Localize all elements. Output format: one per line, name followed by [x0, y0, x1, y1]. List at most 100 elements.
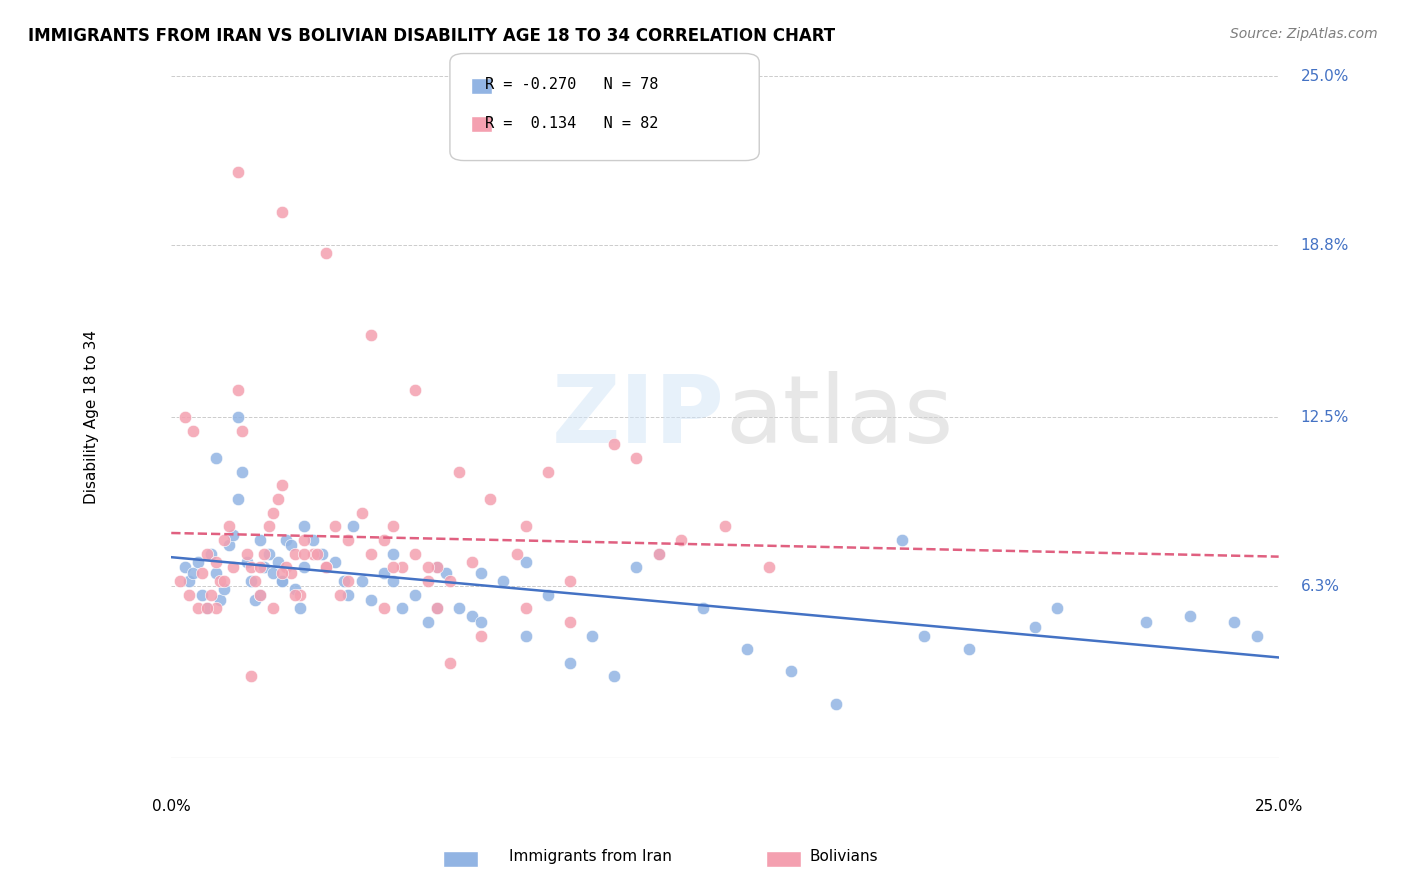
Point	[333, 574, 356, 588]
Point	[253, 547, 276, 561]
Text: IMMIGRANTS FROM IRAN VS BOLIVIAN DISABILITY AGE 18 TO 34 CORRELATION CHART: IMMIGRANTS FROM IRAN VS BOLIVIAN DISABIL…	[28, 27, 835, 45]
Point	[271, 566, 294, 580]
Text: Bolivians: Bolivians	[810, 849, 877, 863]
Point	[222, 560, 245, 574]
Point	[404, 547, 426, 561]
Point	[315, 560, 337, 574]
Text: 0.0%: 0.0%	[152, 799, 191, 814]
Point	[714, 519, 737, 533]
Point	[183, 566, 205, 580]
Point	[957, 642, 980, 657]
Point	[231, 424, 253, 438]
Point	[515, 519, 537, 533]
Point	[311, 547, 333, 561]
Point	[350, 506, 373, 520]
Point	[337, 533, 360, 547]
Text: ZIP: ZIP	[553, 371, 725, 463]
Point	[292, 533, 315, 547]
Point	[360, 547, 382, 561]
Point	[373, 601, 395, 615]
Point	[218, 519, 240, 533]
Point	[191, 566, 214, 580]
Point	[381, 560, 404, 574]
Point	[266, 491, 288, 506]
Point	[692, 601, 714, 615]
Point	[240, 574, 263, 588]
Point	[350, 574, 373, 588]
Point	[271, 478, 294, 492]
Point	[360, 593, 382, 607]
Point	[245, 593, 267, 607]
Point	[537, 588, 560, 602]
Point	[391, 601, 413, 615]
Point	[204, 566, 226, 580]
Point	[249, 533, 271, 547]
Point	[280, 539, 302, 553]
Point	[200, 547, 222, 561]
Point	[891, 533, 914, 547]
Point	[461, 609, 484, 624]
Point	[195, 547, 218, 561]
Point	[271, 205, 294, 219]
Point	[173, 410, 195, 425]
Point	[245, 574, 267, 588]
Point	[603, 437, 626, 451]
Point	[603, 669, 626, 683]
Point	[515, 628, 537, 642]
Point	[506, 547, 529, 561]
Point	[426, 601, 449, 615]
Point	[647, 547, 669, 561]
Point	[1246, 628, 1268, 642]
Point	[1135, 615, 1157, 629]
Point	[177, 574, 200, 588]
Text: R =  0.134   N = 82: R = 0.134 N = 82	[485, 116, 658, 130]
Point	[183, 424, 205, 438]
Text: Disability Age 18 to 34: Disability Age 18 to 34	[84, 330, 98, 504]
Point	[1178, 609, 1201, 624]
Point	[515, 601, 537, 615]
Point	[208, 593, 231, 607]
Point	[323, 555, 346, 569]
Point	[342, 519, 364, 533]
Point	[391, 560, 413, 574]
Point	[208, 574, 231, 588]
Point	[426, 601, 449, 615]
Point	[257, 547, 280, 561]
Point	[1223, 615, 1246, 629]
Point	[187, 601, 209, 615]
Point	[226, 491, 249, 506]
Point	[214, 533, 236, 547]
Point	[449, 465, 471, 479]
Point	[257, 519, 280, 533]
Point	[537, 465, 560, 479]
Point	[292, 519, 315, 533]
Point	[626, 451, 648, 466]
Point	[418, 574, 440, 588]
Point	[214, 574, 236, 588]
Text: atlas: atlas	[725, 371, 953, 463]
Text: 18.8%: 18.8%	[1301, 238, 1350, 252]
Point	[404, 383, 426, 397]
Point	[470, 628, 492, 642]
Point	[323, 519, 346, 533]
Point	[235, 555, 257, 569]
Point	[780, 664, 803, 678]
Point	[191, 588, 214, 602]
Point	[262, 601, 284, 615]
Point	[195, 601, 218, 615]
Point	[240, 560, 263, 574]
Point	[204, 601, 226, 615]
Point	[337, 574, 360, 588]
Point	[492, 574, 515, 588]
Point	[669, 533, 692, 547]
Point	[461, 555, 484, 569]
Point	[426, 560, 449, 574]
Point	[226, 410, 249, 425]
Point	[235, 547, 257, 561]
Point	[426, 560, 449, 574]
Point	[329, 588, 352, 602]
Point	[439, 574, 461, 588]
Point	[470, 615, 492, 629]
Point	[200, 588, 222, 602]
Point	[288, 601, 311, 615]
